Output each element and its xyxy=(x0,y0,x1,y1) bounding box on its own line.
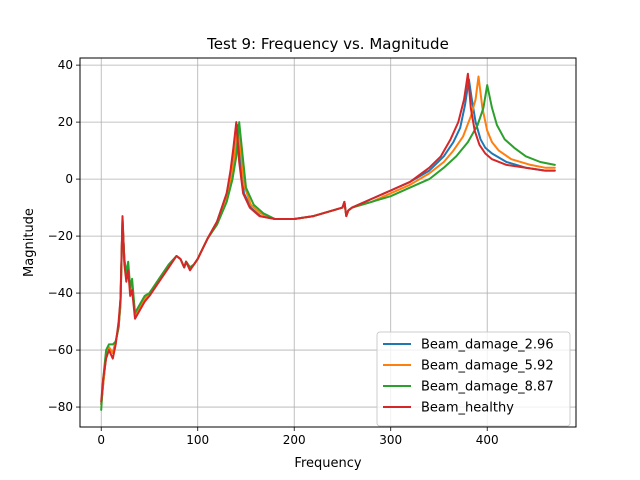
y-axis-label: Magnitude xyxy=(22,208,37,277)
y-tick-label: −60 xyxy=(48,343,73,357)
x-tick-label: 200 xyxy=(283,433,306,447)
legend-label: Beam_damage_2.96 xyxy=(421,338,554,353)
x-axis: 0 100 200 300 400 xyxy=(97,427,499,447)
legend-label: Beam_damage_8.87 xyxy=(421,380,554,395)
grid xyxy=(80,58,576,427)
y-tick-label: −20 xyxy=(48,229,73,243)
y-axis: −80 −60 −40 −20 0 20 40 xyxy=(48,58,80,414)
legend: Beam_damage_2.96 Beam_damage_5.92 Beam_dam… xyxy=(376,331,571,427)
plot-area-frame xyxy=(79,57,577,428)
legend-label: Beam_healthy xyxy=(421,401,514,416)
x-tick-label: 100 xyxy=(186,433,209,447)
y-tick-label: 40 xyxy=(58,58,73,72)
y-tick-label: −80 xyxy=(48,400,73,414)
series-line-4 xyxy=(100,72,556,403)
x-tick-label: 400 xyxy=(476,433,499,447)
series-layer xyxy=(100,72,556,411)
x-tick-label: 300 xyxy=(379,433,402,447)
x-tick-label: 0 xyxy=(97,433,105,447)
x-axis-label: Frequency xyxy=(294,456,361,471)
y-tick-label: −40 xyxy=(48,286,73,300)
chart-title: Test 9: Frequency vs. Magnitude xyxy=(206,35,449,53)
legend-label: Beam_damage_5.92 xyxy=(421,359,554,374)
y-tick-label: 0 xyxy=(65,172,73,186)
legend-box xyxy=(376,331,571,427)
y-tick-label: 20 xyxy=(58,115,73,129)
series-line-3 xyxy=(100,84,556,411)
